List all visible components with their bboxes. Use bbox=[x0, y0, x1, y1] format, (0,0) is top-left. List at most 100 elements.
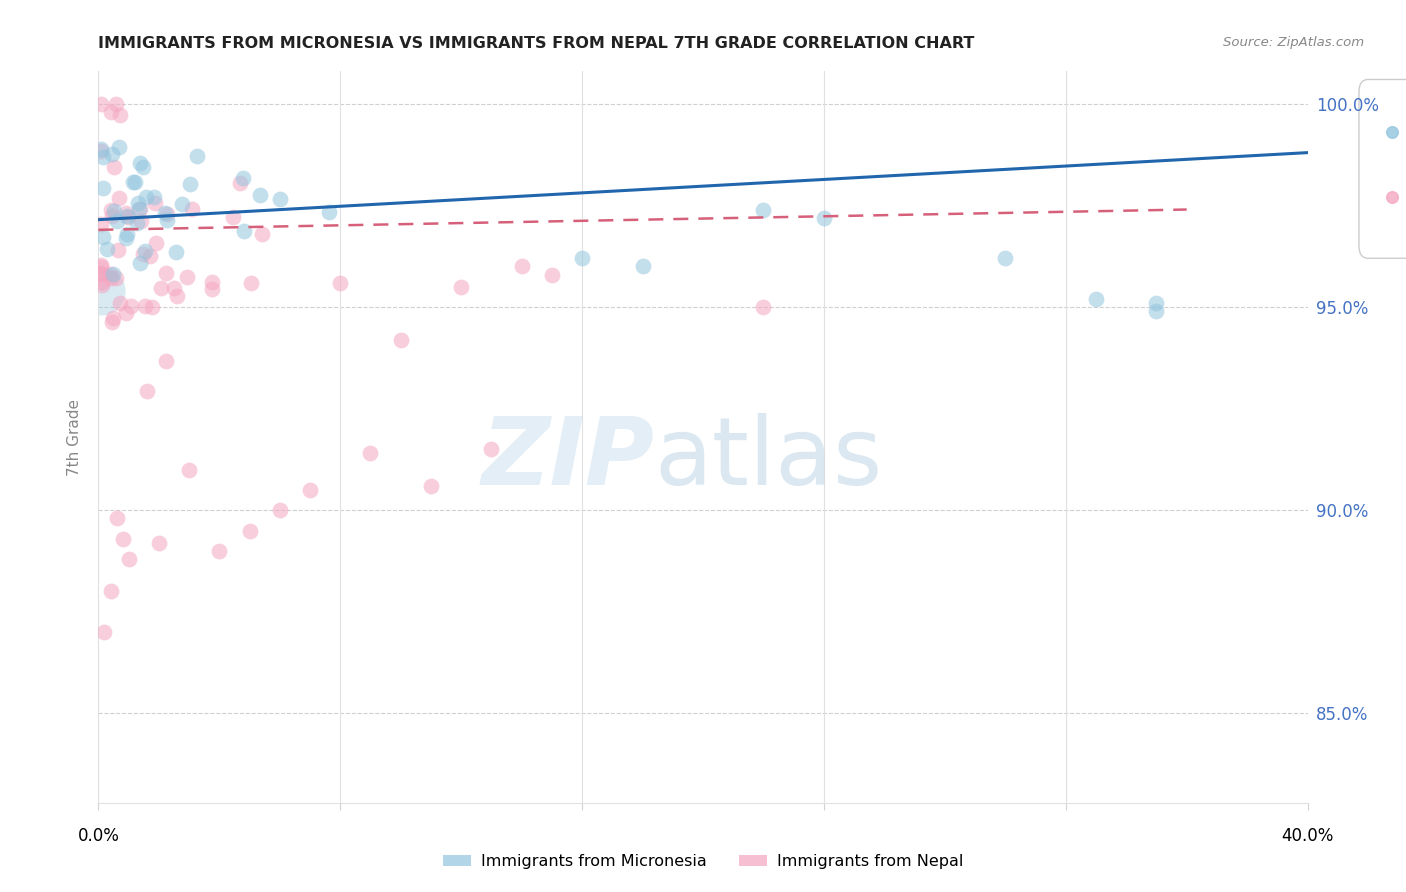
Point bbox=[90, 142, 112, 156]
Point bbox=[1381, 125, 1403, 139]
Point bbox=[163, 281, 186, 295]
Point bbox=[143, 196, 166, 211]
Point bbox=[250, 227, 273, 242]
Point bbox=[269, 503, 291, 517]
Point bbox=[129, 256, 152, 270]
Y-axis label: 7th Grade: 7th Grade bbox=[67, 399, 83, 475]
Point bbox=[90, 266, 112, 280]
Point bbox=[100, 209, 122, 223]
Point bbox=[105, 511, 128, 525]
Point bbox=[249, 188, 271, 202]
Point bbox=[120, 299, 142, 313]
Point bbox=[752, 300, 775, 314]
Point bbox=[104, 271, 127, 285]
Point bbox=[108, 296, 131, 310]
Point bbox=[208, 544, 231, 558]
Point bbox=[329, 276, 352, 290]
Point bbox=[101, 315, 124, 329]
Point bbox=[139, 249, 162, 263]
Point bbox=[90, 267, 112, 281]
Text: atlas: atlas bbox=[655, 413, 883, 505]
Point bbox=[91, 230, 114, 244]
Point bbox=[125, 216, 148, 230]
Text: Source: ZipAtlas.com: Source: ZipAtlas.com bbox=[1223, 36, 1364, 49]
Point bbox=[510, 260, 533, 274]
Point bbox=[115, 227, 138, 241]
Point bbox=[165, 245, 187, 260]
Point bbox=[1144, 296, 1167, 310]
Point bbox=[994, 252, 1017, 266]
Point bbox=[115, 231, 138, 245]
Point bbox=[100, 203, 122, 218]
Point bbox=[90, 96, 112, 111]
Point bbox=[115, 305, 138, 319]
Point bbox=[571, 252, 593, 266]
Point bbox=[117, 210, 139, 224]
Point bbox=[135, 384, 157, 398]
Point bbox=[155, 353, 177, 368]
Point bbox=[232, 224, 254, 238]
Point bbox=[135, 190, 157, 204]
Point bbox=[232, 171, 254, 186]
Point bbox=[124, 175, 146, 189]
Point bbox=[179, 178, 201, 192]
Point bbox=[269, 192, 291, 206]
Point bbox=[201, 275, 224, 289]
Point bbox=[117, 209, 139, 223]
Point bbox=[105, 96, 128, 111]
Point bbox=[91, 181, 114, 195]
Point bbox=[360, 446, 382, 460]
Point bbox=[103, 204, 125, 219]
Point bbox=[239, 524, 262, 538]
Point bbox=[108, 140, 131, 154]
Point bbox=[132, 247, 155, 261]
Point bbox=[141, 300, 163, 314]
Point bbox=[90, 284, 112, 298]
Point bbox=[813, 211, 835, 225]
Point bbox=[149, 280, 172, 294]
Point bbox=[201, 282, 224, 296]
Point bbox=[481, 442, 503, 457]
Point bbox=[181, 202, 204, 216]
Point bbox=[389, 333, 412, 347]
Point bbox=[90, 145, 112, 159]
Point bbox=[101, 311, 124, 326]
Point bbox=[155, 205, 177, 219]
Text: 40.0%: 40.0% bbox=[1281, 827, 1334, 846]
Legend: Immigrants from Micronesia, Immigrants from Nepal: Immigrants from Micronesia, Immigrants f… bbox=[436, 847, 970, 875]
Point bbox=[172, 197, 194, 211]
Point bbox=[155, 266, 177, 280]
Point bbox=[166, 288, 188, 302]
Text: ZIP: ZIP bbox=[482, 413, 655, 505]
Point bbox=[1085, 292, 1108, 306]
Point bbox=[752, 202, 775, 217]
Text: IMMIGRANTS FROM MICRONESIA VS IMMIGRANTS FROM NEPAL 7TH GRADE CORRELATION CHART: IMMIGRANTS FROM MICRONESIA VS IMMIGRANTS… bbox=[98, 36, 974, 51]
Text: 0.0%: 0.0% bbox=[77, 827, 120, 846]
Point bbox=[122, 175, 145, 189]
Point bbox=[134, 244, 156, 258]
Point bbox=[90, 217, 112, 231]
Point bbox=[318, 204, 340, 219]
Point bbox=[228, 176, 250, 190]
Point bbox=[111, 532, 134, 546]
Point bbox=[132, 160, 155, 174]
Point bbox=[145, 235, 167, 250]
Point bbox=[118, 552, 141, 566]
Point bbox=[148, 535, 170, 549]
Point bbox=[155, 207, 177, 221]
Point bbox=[129, 202, 152, 216]
Point bbox=[186, 148, 208, 162]
Point bbox=[1381, 190, 1403, 204]
Point bbox=[100, 270, 122, 285]
Point bbox=[91, 278, 114, 293]
Point bbox=[98, 268, 121, 282]
Point bbox=[299, 483, 322, 497]
Point bbox=[450, 279, 472, 293]
Point bbox=[100, 104, 122, 119]
Point bbox=[1144, 304, 1167, 318]
Point bbox=[540, 268, 562, 282]
Point bbox=[100, 584, 122, 599]
Point bbox=[105, 214, 128, 228]
Point bbox=[93, 625, 115, 640]
Point bbox=[631, 260, 654, 274]
